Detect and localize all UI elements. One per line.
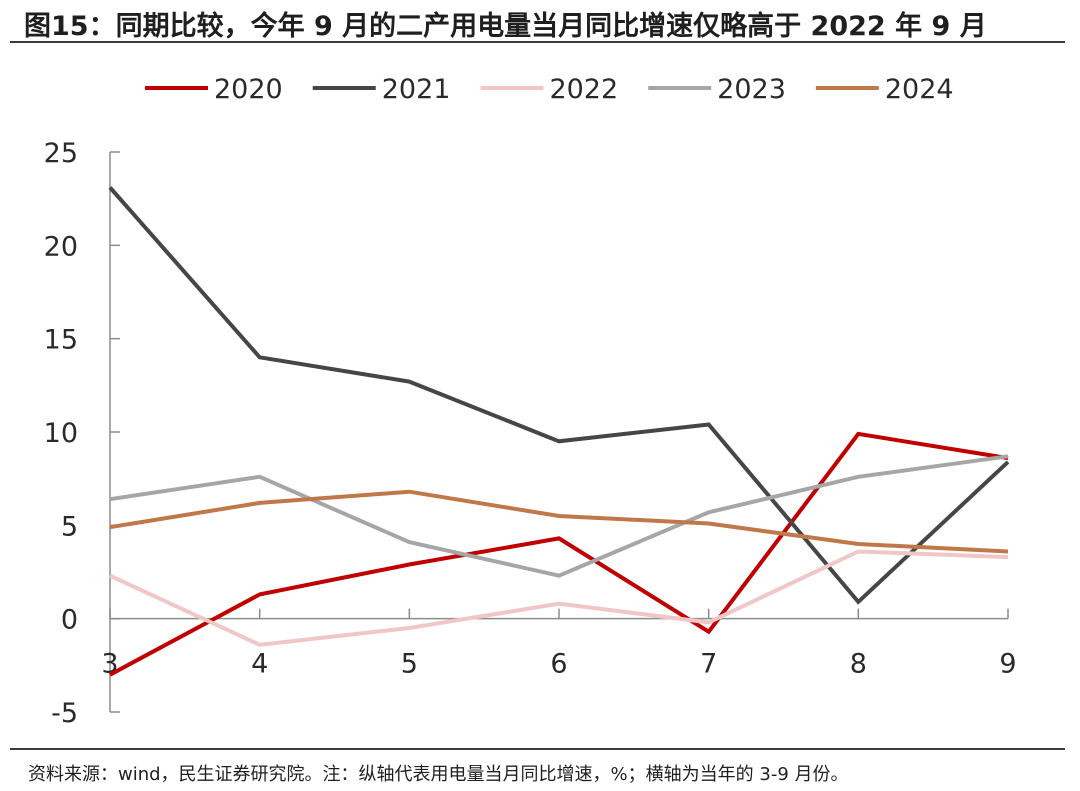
series-line-2020 bbox=[109, 431, 1009, 677]
axes: -5 0 5 10 15 20 25 3 4 5 6 7 8 9 bbox=[44, 138, 1017, 729]
y-tick-label: 5 bbox=[61, 511, 78, 542]
series-line-2024 bbox=[109, 489, 1009, 554]
source-note: 资料来源：wind，民生证券研究院。注：纵轴代表用电量当月同比增速，%；横轴为当… bbox=[28, 764, 849, 785]
x-tick-label: 6 bbox=[550, 649, 567, 680]
legend-label-2022: 2022 bbox=[549, 74, 618, 105]
y-tick-label: 0 bbox=[61, 605, 78, 636]
series-line-2022 bbox=[109, 549, 1009, 647]
x-tick-label: 4 bbox=[251, 649, 268, 680]
x-tick-label: 3 bbox=[101, 649, 118, 680]
y-tick-label: 15 bbox=[44, 325, 78, 356]
series-line-2023 bbox=[109, 454, 1009, 578]
x-tick-label: 5 bbox=[401, 649, 418, 680]
y-tick-label: 10 bbox=[44, 418, 78, 449]
figure-title: 图15：同期比较，今年 9 月的二产用电量当月同比增速仅略高于 2022 年 9… bbox=[24, 11, 987, 42]
x-tick-label: 7 bbox=[700, 649, 717, 680]
legend-label-2023: 2023 bbox=[717, 74, 786, 105]
series-lines bbox=[108, 186, 1010, 677]
footer-divider bbox=[10, 748, 1065, 750]
series-line-2021 bbox=[108, 186, 1010, 605]
legend-label-2021: 2021 bbox=[382, 74, 451, 105]
y-tick-label: 25 bbox=[44, 138, 78, 169]
x-tick-label: 8 bbox=[850, 649, 867, 680]
title-divider bbox=[10, 41, 1065, 43]
legend-label-2024: 2024 bbox=[885, 74, 954, 105]
legend-label-2020: 2020 bbox=[214, 74, 283, 105]
y-tick-label: 20 bbox=[44, 231, 78, 262]
x-tick-label: 9 bbox=[999, 649, 1016, 680]
legend: 2020 2021 2022 2023 2024 bbox=[145, 74, 954, 105]
y-tick-label: -5 bbox=[51, 698, 78, 729]
